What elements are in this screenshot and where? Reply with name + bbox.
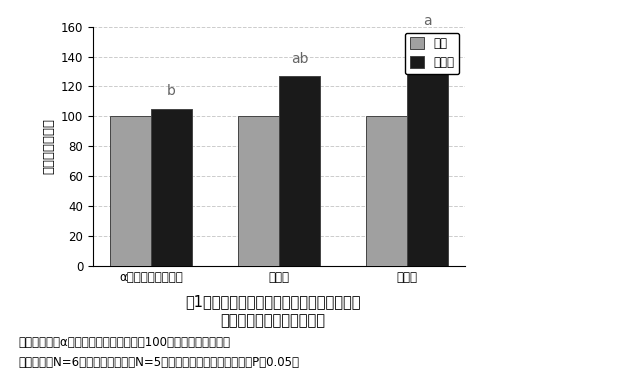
Legend: 澱粉, 澱粉箕: 澱粉, 澱粉箕 [405,33,459,74]
Text: b: b [167,84,176,98]
Bar [366,116,407,266]
Text: ab: ab [291,52,308,65]
Bar [407,39,448,266]
Bar [151,109,192,266]
Text: 澱粉実験：N=6，　澱粉箕実験：N=5，　異符号間に有意差あり（P＜0.05）: 澱粉実験：N=6， 澱粉箕実験：N=5， 異符号間に有意差あり（P＜0.05） [19,356,299,369]
Bar [279,76,320,266]
Text: の総短鎖脂肪酸への影響: の総短鎖脂肪酸への影響 [220,314,326,328]
Text: a: a [423,14,432,28]
Text: 図1　高リン澱粉及び澱粉箕のラット盲腸中: 図1 高リン澱粉及び澱粉箕のラット盲腸中 [185,294,361,309]
Bar [110,116,151,266]
Bar [238,116,279,266]
Y-axis label: 総短鎖脂肪酸＊: 総短鎖脂肪酸＊ [42,118,55,174]
Text: ＊それぞれのα化コーンスターチの値を100としたときの相対値: ＊それぞれのα化コーンスターチの値を100としたときの相対値 [19,336,231,349]
